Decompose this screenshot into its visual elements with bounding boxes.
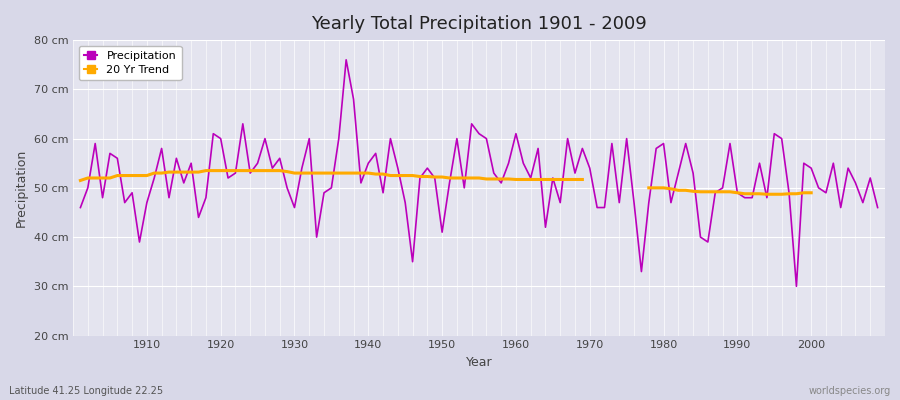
X-axis label: Year: Year: [465, 356, 492, 369]
Text: Latitude 41.25 Longitude 22.25: Latitude 41.25 Longitude 22.25: [9, 386, 163, 396]
Text: worldspecies.org: worldspecies.org: [809, 386, 891, 396]
Legend: Precipitation, 20 Yr Trend: Precipitation, 20 Yr Trend: [78, 46, 182, 80]
Title: Yearly Total Precipitation 1901 - 2009: Yearly Total Precipitation 1901 - 2009: [311, 15, 647, 33]
Y-axis label: Precipitation: Precipitation: [15, 149, 28, 227]
